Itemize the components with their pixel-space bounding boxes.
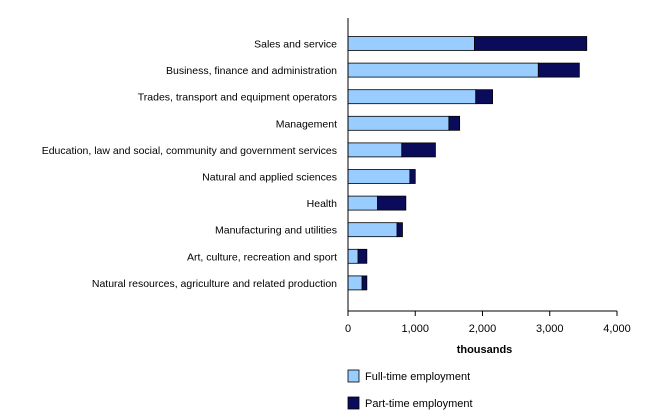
- legend-label-part-time: Part-time employment: [365, 398, 473, 410]
- x-tick-label: 0: [345, 323, 351, 335]
- bar-full-time: [347, 169, 411, 184]
- bars: [347, 36, 588, 291]
- legend: Full-time employment Part-time employment: [347, 369, 473, 410]
- x-axis-ticks: 0 1,000 2,000 3,000 4,000: [345, 311, 631, 335]
- bar-full-time: [347, 115, 450, 131]
- bar-part-time: [377, 195, 407, 211]
- bar-part-time: [475, 89, 493, 105]
- bar-full-time: [347, 275, 363, 291]
- x-tick-label: 2,000: [469, 323, 497, 335]
- category-label: Natural resources, agriculture and relat…: [92, 278, 337, 290]
- legend-swatch-part-time: [347, 396, 360, 410]
- bar-part-time: [396, 222, 403, 238]
- legend-swatch-full-time: [347, 369, 360, 383]
- bar-full-time: [347, 195, 378, 211]
- category-labels: Sales and service Business, finance and a…: [42, 39, 337, 290]
- bar-full-time: [347, 222, 398, 238]
- category-label: Education, law and social, community and…: [42, 145, 337, 157]
- category-label: Manufacturing and utilities: [215, 225, 337, 237]
- bar-part-time: [537, 62, 580, 78]
- category-label: Art, culture, recreation and sport: [187, 251, 337, 263]
- x-tick-label: 4,000: [603, 323, 631, 335]
- bar-part-time: [409, 169, 416, 184]
- x-tick-label: 3,000: [536, 323, 564, 335]
- category-label: Natural and applied sciences: [202, 172, 337, 184]
- bar-full-time: [347, 89, 477, 105]
- bar-full-time: [347, 62, 539, 78]
- category-label: Trades, transport and equipment operator…: [138, 92, 337, 104]
- category-label: Health: [307, 198, 338, 210]
- bar-full-time: [347, 36, 475, 51]
- category-label: Sales and service: [254, 39, 337, 51]
- category-label: Management: [276, 118, 337, 130]
- x-axis-title: thousands: [457, 344, 513, 356]
- bar-part-time: [448, 115, 461, 131]
- category-label: Business, finance and administration: [166, 65, 337, 77]
- legend-label-full-time: Full-time employment: [365, 371, 470, 383]
- bar-part-time: [361, 275, 368, 291]
- x-tick-label: 1,000: [401, 323, 429, 335]
- bar-full-time: [347, 142, 403, 158]
- bar-full-time: [347, 248, 359, 264]
- bar-part-time: [474, 36, 588, 51]
- bar-part-time: [357, 248, 368, 264]
- bar-part-time: [401, 142, 436, 158]
